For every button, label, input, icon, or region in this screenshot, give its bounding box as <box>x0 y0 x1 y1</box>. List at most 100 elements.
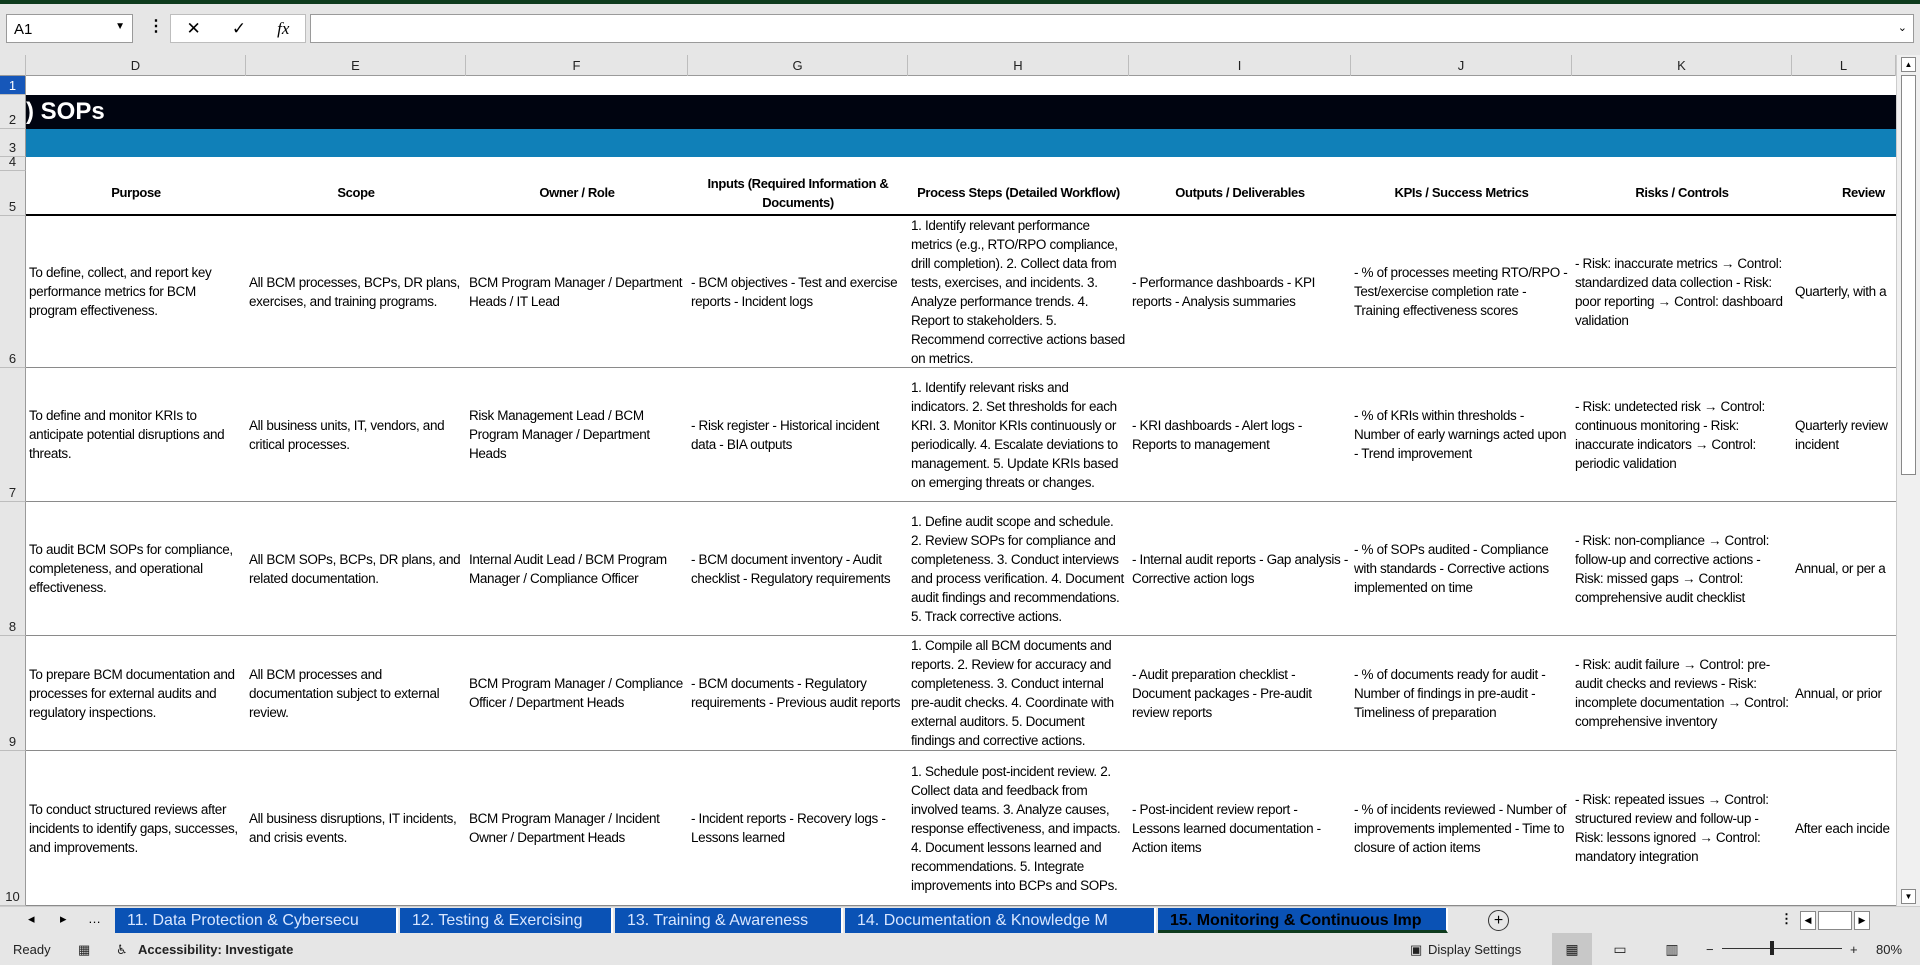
accessibility-icon[interactable]: ♿︎ <box>116 942 128 957</box>
column-header-G[interactable]: G <box>688 55 908 76</box>
table-cell[interactable]: To define, collect, and report key perfo… <box>26 216 246 367</box>
tab-options-icon[interactable]: ⋮ <box>1780 911 1793 926</box>
page-layout-view-icon[interactable]: ▭ <box>1613 941 1627 957</box>
select-all-button[interactable] <box>0 55 26 76</box>
table-cell[interactable]: - % of SOPs audited - Compliance with st… <box>1351 502 1572 635</box>
vertical-scrollbar[interactable]: ▲ ▼ <box>1896 55 1920 906</box>
column-title[interactable]: Outputs / Deliverables <box>1129 171 1351 214</box>
table-cell[interactable]: - % of documents ready for audit - Numbe… <box>1351 636 1572 750</box>
table-cell[interactable]: - % of processes meeting RTO/RPO - Test/… <box>1351 216 1572 367</box>
scroll-up-icon[interactable]: ▲ <box>1901 57 1916 72</box>
table-cell[interactable]: - Risk: repeated issues → Control: struc… <box>1572 751 1792 905</box>
table-cell[interactable]: Internal Audit Lead / BCM Program Manage… <box>466 502 688 635</box>
more-options-icon[interactable]: ⋮ <box>148 18 164 35</box>
row-header-5[interactable]: 5 <box>0 171 26 216</box>
sheet-tab[interactable]: 15. Monitoring & Continuous Imp <box>1158 908 1448 933</box>
zoom-in-icon[interactable]: + <box>1850 942 1858 957</box>
row-header-7[interactable]: 7 <box>0 368 26 502</box>
sheet-title-band[interactable]: ) SOPs <box>26 95 1896 129</box>
insert-function-icon[interactable]: fx <box>277 18 290 38</box>
row-header-10[interactable]: 10 <box>0 751 26 906</box>
column-header-D[interactable]: D <box>26 55 246 76</box>
table-cell[interactable]: All BCM SOPs, BCPs, DR plans, and relate… <box>246 502 466 635</box>
table-cell[interactable]: - BCM objectives - Test and exercise rep… <box>688 216 908 367</box>
table-cell[interactable]: - % of KRIs within thresholds - Number o… <box>1351 368 1572 501</box>
zoom-out-icon[interactable]: − <box>1706 942 1714 957</box>
column-header-K[interactable]: K <box>1572 55 1792 76</box>
row-header-4[interactable]: 4 <box>0 154 26 171</box>
table-cell[interactable]: - Post-incident review report - Lessons … <box>1129 751 1351 905</box>
scroll-left-icon[interactable]: ◀ <box>1800 911 1816 930</box>
column-header-E[interactable]: E <box>246 55 466 76</box>
sheet-tab[interactable]: 14. Documentation & Knowledge M <box>845 908 1156 933</box>
zoom-level[interactable]: 80% <box>1876 942 1903 957</box>
column-title[interactable]: KPIs / Success Metrics <box>1351 171 1572 214</box>
column-title[interactable]: Purpose <box>26 171 246 214</box>
column-header-H[interactable]: H <box>908 55 1129 76</box>
table-cell[interactable]: - Incident reports - Recovery logs - Les… <box>688 751 908 905</box>
column-header-J[interactable]: J <box>1351 55 1572 76</box>
table-cell[interactable]: To define and monitor KRIs to anticipate… <box>26 368 246 501</box>
table-cell[interactable]: To audit BCM SOPs for compliance, comple… <box>26 502 246 635</box>
accessibility-status[interactable]: Accessibility: Investigate <box>138 942 294 957</box>
sheet-tab[interactable]: 13. Training & Awareness <box>615 908 843 933</box>
row-header-6[interactable]: 6 <box>0 216 26 368</box>
formula-input[interactable]: ⌄ <box>310 14 1914 43</box>
table-cell[interactable]: - KRI dashboards - Alert logs - Reports … <box>1129 368 1351 501</box>
table-cell[interactable]: To prepare BCM documentation and process… <box>26 636 246 750</box>
table-cell[interactable]: - BCM documents - Regulatory requirement… <box>688 636 908 750</box>
table-cell[interactable]: 1. Compile all BCM documents and reports… <box>908 636 1129 750</box>
page-break-view-icon[interactable]: ▥ <box>1665 941 1679 957</box>
zoom-slider[interactable] <box>1722 941 1842 955</box>
column-header-F[interactable]: F <box>466 55 688 76</box>
table-cell[interactable]: Annual, or prior <box>1792 636 1896 750</box>
macro-recording-icon[interactable]: ▦ <box>78 942 91 957</box>
expand-formula-icon[interactable]: ⌄ <box>1897 22 1907 34</box>
table-cell[interactable]: All business units, IT, vendors, and cri… <box>246 368 466 501</box>
row-header-3[interactable]: 3 <box>0 129 26 157</box>
row-header-2[interactable]: 2 <box>0 95 26 129</box>
table-cell[interactable]: BCM Program Manager / Department Heads /… <box>466 216 688 367</box>
table-cell[interactable]: - % of incidents reviewed - Number of im… <box>1351 751 1572 905</box>
add-sheet-icon[interactable]: + <box>1488 910 1509 931</box>
table-cell[interactable]: - Performance dashboards - KPI reports -… <box>1129 216 1351 367</box>
scroll-thumb[interactable] <box>1901 75 1916 475</box>
table-cell[interactable]: Risk Management Lead / BCM Program Manag… <box>466 368 688 501</box>
table-cell[interactable]: To conduct structured reviews after inci… <box>26 751 246 905</box>
table-cell[interactable]: 1. Define audit scope and schedule. 2. R… <box>908 502 1129 635</box>
next-sheet-icon[interactable]: ▸ <box>60 911 67 926</box>
table-cell[interactable]: 1. Identify relevant risks and indicator… <box>908 368 1129 501</box>
column-title[interactable]: Scope <box>246 171 466 214</box>
enter-icon[interactable]: ✓ <box>231 18 247 38</box>
table-cell[interactable]: - Audit preparation checklist - Document… <box>1129 636 1351 750</box>
column-title[interactable]: Inputs (Required Information & Documents… <box>688 171 908 214</box>
column-title[interactable]: Owner / Role <box>466 171 688 214</box>
table-cell[interactable]: - Risk: inaccurate metrics → Control: st… <box>1572 216 1792 367</box>
column-title[interactable]: Process Steps (Detailed Workflow) <box>908 171 1129 214</box>
table-cell[interactable]: BCM Program Manager / Compliance Officer… <box>466 636 688 750</box>
column-header-I[interactable]: I <box>1129 55 1351 76</box>
table-cell[interactable]: After each incide <box>1792 751 1896 905</box>
table-cell[interactable]: - Risk: undetected risk → Control: conti… <box>1572 368 1792 501</box>
table-cell[interactable]: - Internal audit reports - Gap analysis … <box>1129 502 1351 635</box>
table-cell[interactable]: - Risk register - Historical incident da… <box>688 368 908 501</box>
table-cell[interactable]: All BCM processes, BCPs, DR plans, exerc… <box>246 216 466 367</box>
table-cell[interactable]: 1. Identify relevant performance metrics… <box>908 216 1129 367</box>
column-title[interactable]: Risks / Controls <box>1572 171 1792 214</box>
column-title[interactable]: Review <box>1792 171 1896 214</box>
scroll-down-icon[interactable]: ▼ <box>1901 889 1916 904</box>
zoom-slider-thumb[interactable] <box>1770 941 1774 955</box>
row-header-9[interactable]: 9 <box>0 636 26 751</box>
table-cell[interactable]: All BCM processes and documentation subj… <box>246 636 466 750</box>
display-settings-button[interactable]: Display Settings <box>1428 942 1522 957</box>
table-cell[interactable]: Quarterly, with a <box>1792 216 1896 367</box>
sheet-tab[interactable]: 11. Data Protection & Cybersecu <box>115 908 398 933</box>
column-header-L[interactable]: L <box>1792 55 1896 76</box>
scroll-thumb-horizontal[interactable] <box>1818 911 1852 930</box>
scroll-right-icon[interactable]: ▶ <box>1854 911 1870 930</box>
normal-view-icon[interactable]: ▦ <box>1552 933 1592 965</box>
table-cell[interactable]: BCM Program Manager / Incident Owner / D… <box>466 751 688 905</box>
table-cell[interactable]: Annual, or per a <box>1792 502 1896 635</box>
display-settings-icon[interactable]: ▣ <box>1410 942 1423 957</box>
more-sheets-icon[interactable]: … <box>88 911 101 926</box>
